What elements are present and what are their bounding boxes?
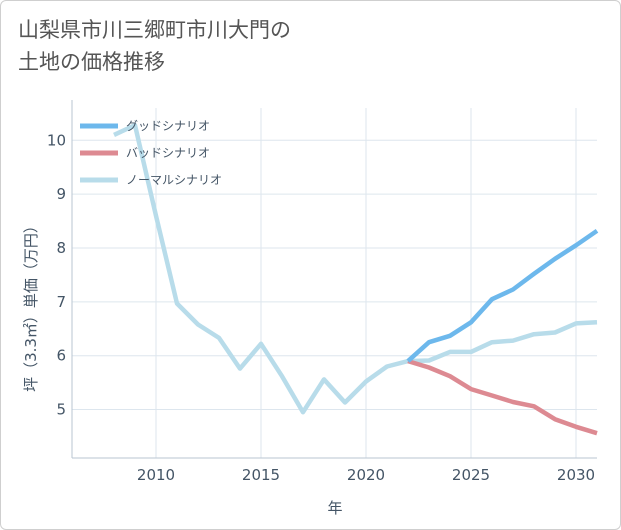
chart-title-line-2: 土地の価格推移 (18, 50, 165, 74)
chart-title-line-1: 山梨県市川三郷町市川大門の (18, 18, 291, 42)
x-tick-label: 2015 (242, 466, 280, 484)
series-line-0 (406, 228, 599, 363)
y-tick-label: 5 (56, 401, 66, 419)
y-tick-label: 7 (56, 293, 66, 311)
x-tick-label: 2020 (347, 466, 385, 484)
series-line-1 (407, 358, 598, 436)
chart-title: 山梨県市川三郷町市川大門の 土地の価格推移 (18, 14, 291, 78)
y-tick-label: 6 (56, 347, 66, 365)
legend-label-1: バッドシナリオ (126, 146, 210, 160)
y-axis-label: 坪（3.3㎡）単価（万円） (22, 218, 40, 392)
x-tick-label: 2030 (557, 466, 595, 484)
x-tick-label: 2025 (452, 466, 490, 484)
x-axis-label: 年 (327, 499, 342, 517)
chart-grid (72, 108, 597, 458)
y-tick-label: 9 (56, 185, 66, 203)
x-tick-label: 2010 (137, 466, 175, 484)
chart-series (113, 122, 599, 436)
legend-label-2: ノーマルシナリオ (126, 173, 222, 187)
series-line-2 (113, 122, 598, 415)
y-tick-label: 8 (56, 239, 66, 257)
y-tick-label: 10 (47, 131, 66, 149)
legend-label-0: グッドシナリオ (126, 119, 210, 133)
chart-axes: 2010 2015 2020 2025 2030 5 6 7 8 9 10 (47, 100, 597, 484)
